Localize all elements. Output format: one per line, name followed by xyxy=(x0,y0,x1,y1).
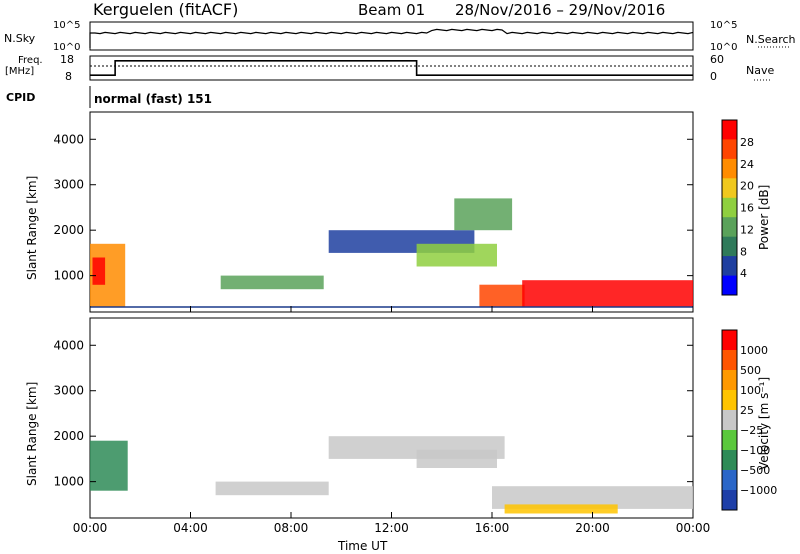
power-region-4 xyxy=(417,244,497,267)
nsearch-tick-top: 10^5 xyxy=(710,20,737,31)
nsky-tick-top: 10^5 xyxy=(53,20,80,31)
power-colorbar-tick-3: 16 xyxy=(740,202,754,215)
velocity-colorbar-swatch-4 xyxy=(722,410,737,431)
power-colorbar-swatch-2 xyxy=(722,159,737,179)
freq-label-1: Freq. xyxy=(18,55,43,66)
velocity-ytick-label-1: 2000 xyxy=(53,429,84,443)
velocity-colorbar-swatch-7 xyxy=(722,470,737,491)
power-colorbar-tick-1: 24 xyxy=(740,158,754,171)
power-colorbar-swatch-0 xyxy=(722,120,737,140)
cpid-value: normal (fast) 151 xyxy=(94,92,212,106)
power-ytick-label-2: 3000 xyxy=(53,178,84,192)
power-colorbar-tick-5: 8 xyxy=(740,245,747,258)
velocity-xtick-label-4: 16:00 xyxy=(475,521,510,535)
velocity-ytick-label-3: 4000 xyxy=(53,338,84,352)
power-region-5 xyxy=(454,198,512,230)
power-colorbar-tick-2: 20 xyxy=(740,180,754,193)
velocity-colorbar-swatch-6 xyxy=(722,450,737,471)
power-ytick-label-0: 1000 xyxy=(53,269,84,283)
velocity-colorbar-swatch-8 xyxy=(722,490,737,511)
power-ylabel: Slant Range [km] xyxy=(25,176,39,280)
velocity-colorbar-swatch-0 xyxy=(722,330,737,351)
power-colorbar-swatch-5 xyxy=(722,217,737,237)
station-title: Kerguelen (fitACF) xyxy=(93,0,238,19)
power-colorbar-tick-4: 12 xyxy=(740,223,754,236)
nsky-label: N.Sky xyxy=(4,32,36,45)
velocity-region-1 xyxy=(216,482,329,496)
velocity-ylabel: Slant Range [km] xyxy=(25,382,39,486)
power-region-7 xyxy=(522,280,693,307)
nsearch-label: N.Search xyxy=(746,33,796,46)
power-colorbar-swatch-4 xyxy=(722,198,737,218)
power-ytick-label-3: 4000 xyxy=(53,132,84,146)
nave-tick-top: 60 xyxy=(710,53,724,66)
velocity-colorbar-swatch-3 xyxy=(722,390,737,411)
velocity-xtick-label-0: 00:00 xyxy=(73,521,108,535)
freq-panel xyxy=(90,56,693,80)
power-colorbar-swatch-8 xyxy=(722,276,737,296)
power-colorbar-swatch-7 xyxy=(722,256,737,276)
nsky-panel xyxy=(90,22,693,50)
velocity-colorbar-tick-1: 500 xyxy=(740,364,761,377)
velocity-xtick-label-2: 08:00 xyxy=(274,521,309,535)
velocity-colorbar-tick-3: 25 xyxy=(740,404,754,417)
velocity-xtick-label-6: 00:00 xyxy=(676,521,711,535)
power-colorbar-tick-6: 4 xyxy=(740,267,747,280)
power-region-2 xyxy=(221,276,324,290)
velocity-xtick-label-3: 12:00 xyxy=(374,521,409,535)
velocity-region-3 xyxy=(417,450,497,468)
velocity-colorbar-label: Velocity [m s⁻¹] xyxy=(757,377,771,470)
velocity-region-0 xyxy=(90,441,128,491)
velocity-xlabel: Time UT xyxy=(337,539,388,553)
velocity-colorbar-swatch-2 xyxy=(722,370,737,391)
velocity-xtick-label-1: 04:00 xyxy=(173,521,208,535)
velocity-region-5 xyxy=(505,504,618,513)
velocity-xtick-label-5: 20:00 xyxy=(575,521,610,535)
nave-label: Nave xyxy=(746,64,774,77)
power-colorbar-swatch-3 xyxy=(722,178,737,198)
velocity-ytick-label-2: 3000 xyxy=(53,384,84,398)
nave-tick-bottom: 0 xyxy=(710,70,717,83)
power-region-1 xyxy=(93,258,106,285)
beam-label: Beam 01 xyxy=(358,1,425,19)
date-range: 28/Nov/2016 – 29/Nov/2016 xyxy=(455,1,665,19)
nsky-tick-bottom: 10^0 xyxy=(53,42,80,53)
nsky-series-line xyxy=(90,29,693,48)
power-ytick-label-1: 2000 xyxy=(53,223,84,237)
velocity-colorbar-swatch-5 xyxy=(722,430,737,451)
power-colorbar-tick-0: 28 xyxy=(740,136,754,149)
velocity-ytick-label-0: 1000 xyxy=(53,475,84,489)
freq-tick-bottom: 8 xyxy=(65,70,72,83)
cpid-label: CPID xyxy=(6,91,35,104)
freq-tick-top: 18 xyxy=(60,53,74,66)
power-colorbar-swatch-1 xyxy=(722,139,737,159)
velocity-colorbar-tick-7: −1000 xyxy=(740,484,777,497)
freq-series-line xyxy=(90,61,693,75)
power-colorbar: 28 24 20 16 12 8 4 xyxy=(722,120,754,296)
power-colorbar-swatch-6 xyxy=(722,237,737,257)
freq-label-2: [MHz] xyxy=(5,66,34,77)
power-colorbar-label: Power [dB] xyxy=(757,185,771,250)
velocity-colorbar-swatch-1 xyxy=(722,350,737,371)
nsearch-tick-bottom: 10^0 xyxy=(710,42,737,53)
velocity-colorbar-tick-0: 1000 xyxy=(740,344,768,357)
power-region-6 xyxy=(479,285,524,308)
